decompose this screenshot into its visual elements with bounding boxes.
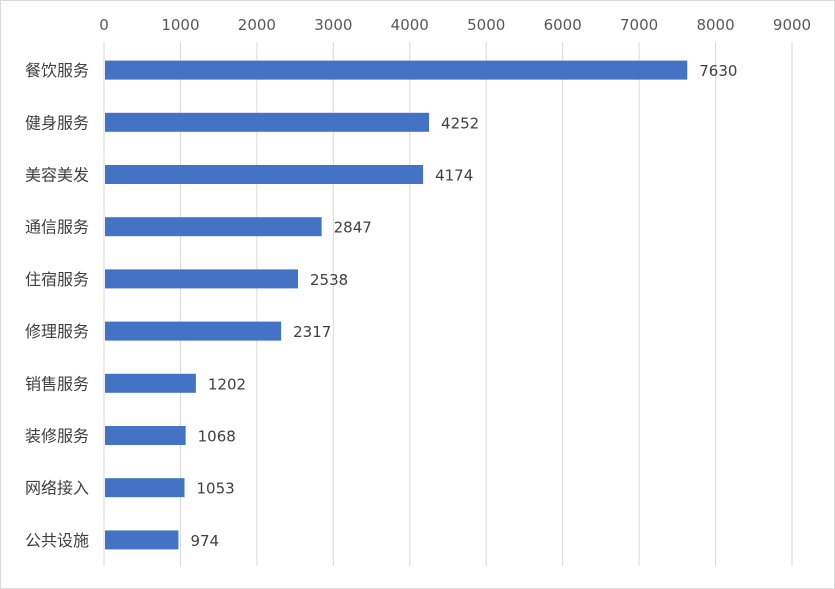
data-label: 2317 [293, 323, 331, 341]
bars [105, 60, 688, 550]
data-label: 1202 [208, 375, 246, 393]
x-tick-label: 5000 [467, 16, 505, 34]
bar [105, 269, 299, 289]
category-label: 美容美发 [25, 166, 89, 185]
data-label: 4174 [435, 167, 473, 185]
bar [105, 426, 186, 445]
x-tick-label: 3000 [314, 16, 352, 34]
x-tick-label: 7000 [620, 16, 658, 34]
category-label: 通信服务 [25, 218, 89, 237]
category-label: 公共设施 [25, 531, 89, 550]
x-tick-label: 4000 [391, 16, 429, 34]
x-tick-label: 1000 [161, 16, 199, 34]
category-label: 销售服务 [25, 374, 89, 393]
bar [105, 530, 179, 550]
data-label: 2538 [310, 271, 348, 289]
category-label: 装修服务 [25, 427, 89, 446]
data-label: 4252 [441, 114, 479, 132]
data-label: 7630 [699, 62, 737, 80]
x-tick-label: 8000 [696, 16, 734, 34]
x-tick-label: 0 [99, 16, 109, 34]
bar [105, 112, 430, 132]
x-axis-ticks: 0 1000 2000 3000 4000 5000 6000 7000 8000 9000 [99, 16, 811, 34]
data-label: 2847 [334, 219, 372, 237]
bar [105, 321, 282, 341]
category-label: 餐饮服务 [25, 61, 89, 80]
x-tick-label: 2000 [238, 16, 276, 34]
bar [105, 217, 322, 237]
x-tick-label: 9000 [773, 16, 811, 34]
bar [105, 478, 185, 498]
category-label: 修理服务 [25, 322, 89, 341]
data-label: 1068 [198, 428, 236, 446]
data-labels: 7630 4252 4174 2847 2538 2317 1202 1068 1053 974 [190, 62, 737, 550]
category-label: 网络接入 [25, 479, 89, 498]
x-tick-label: 6000 [544, 16, 582, 34]
data-label: 1053 [196, 480, 234, 498]
category-label: 健身服务 [25, 113, 89, 132]
bar [105, 165, 424, 184]
category-label: 住宿服务 [25, 270, 89, 289]
bar [105, 60, 688, 80]
bar [105, 373, 196, 393]
data-label: 974 [190, 532, 219, 550]
